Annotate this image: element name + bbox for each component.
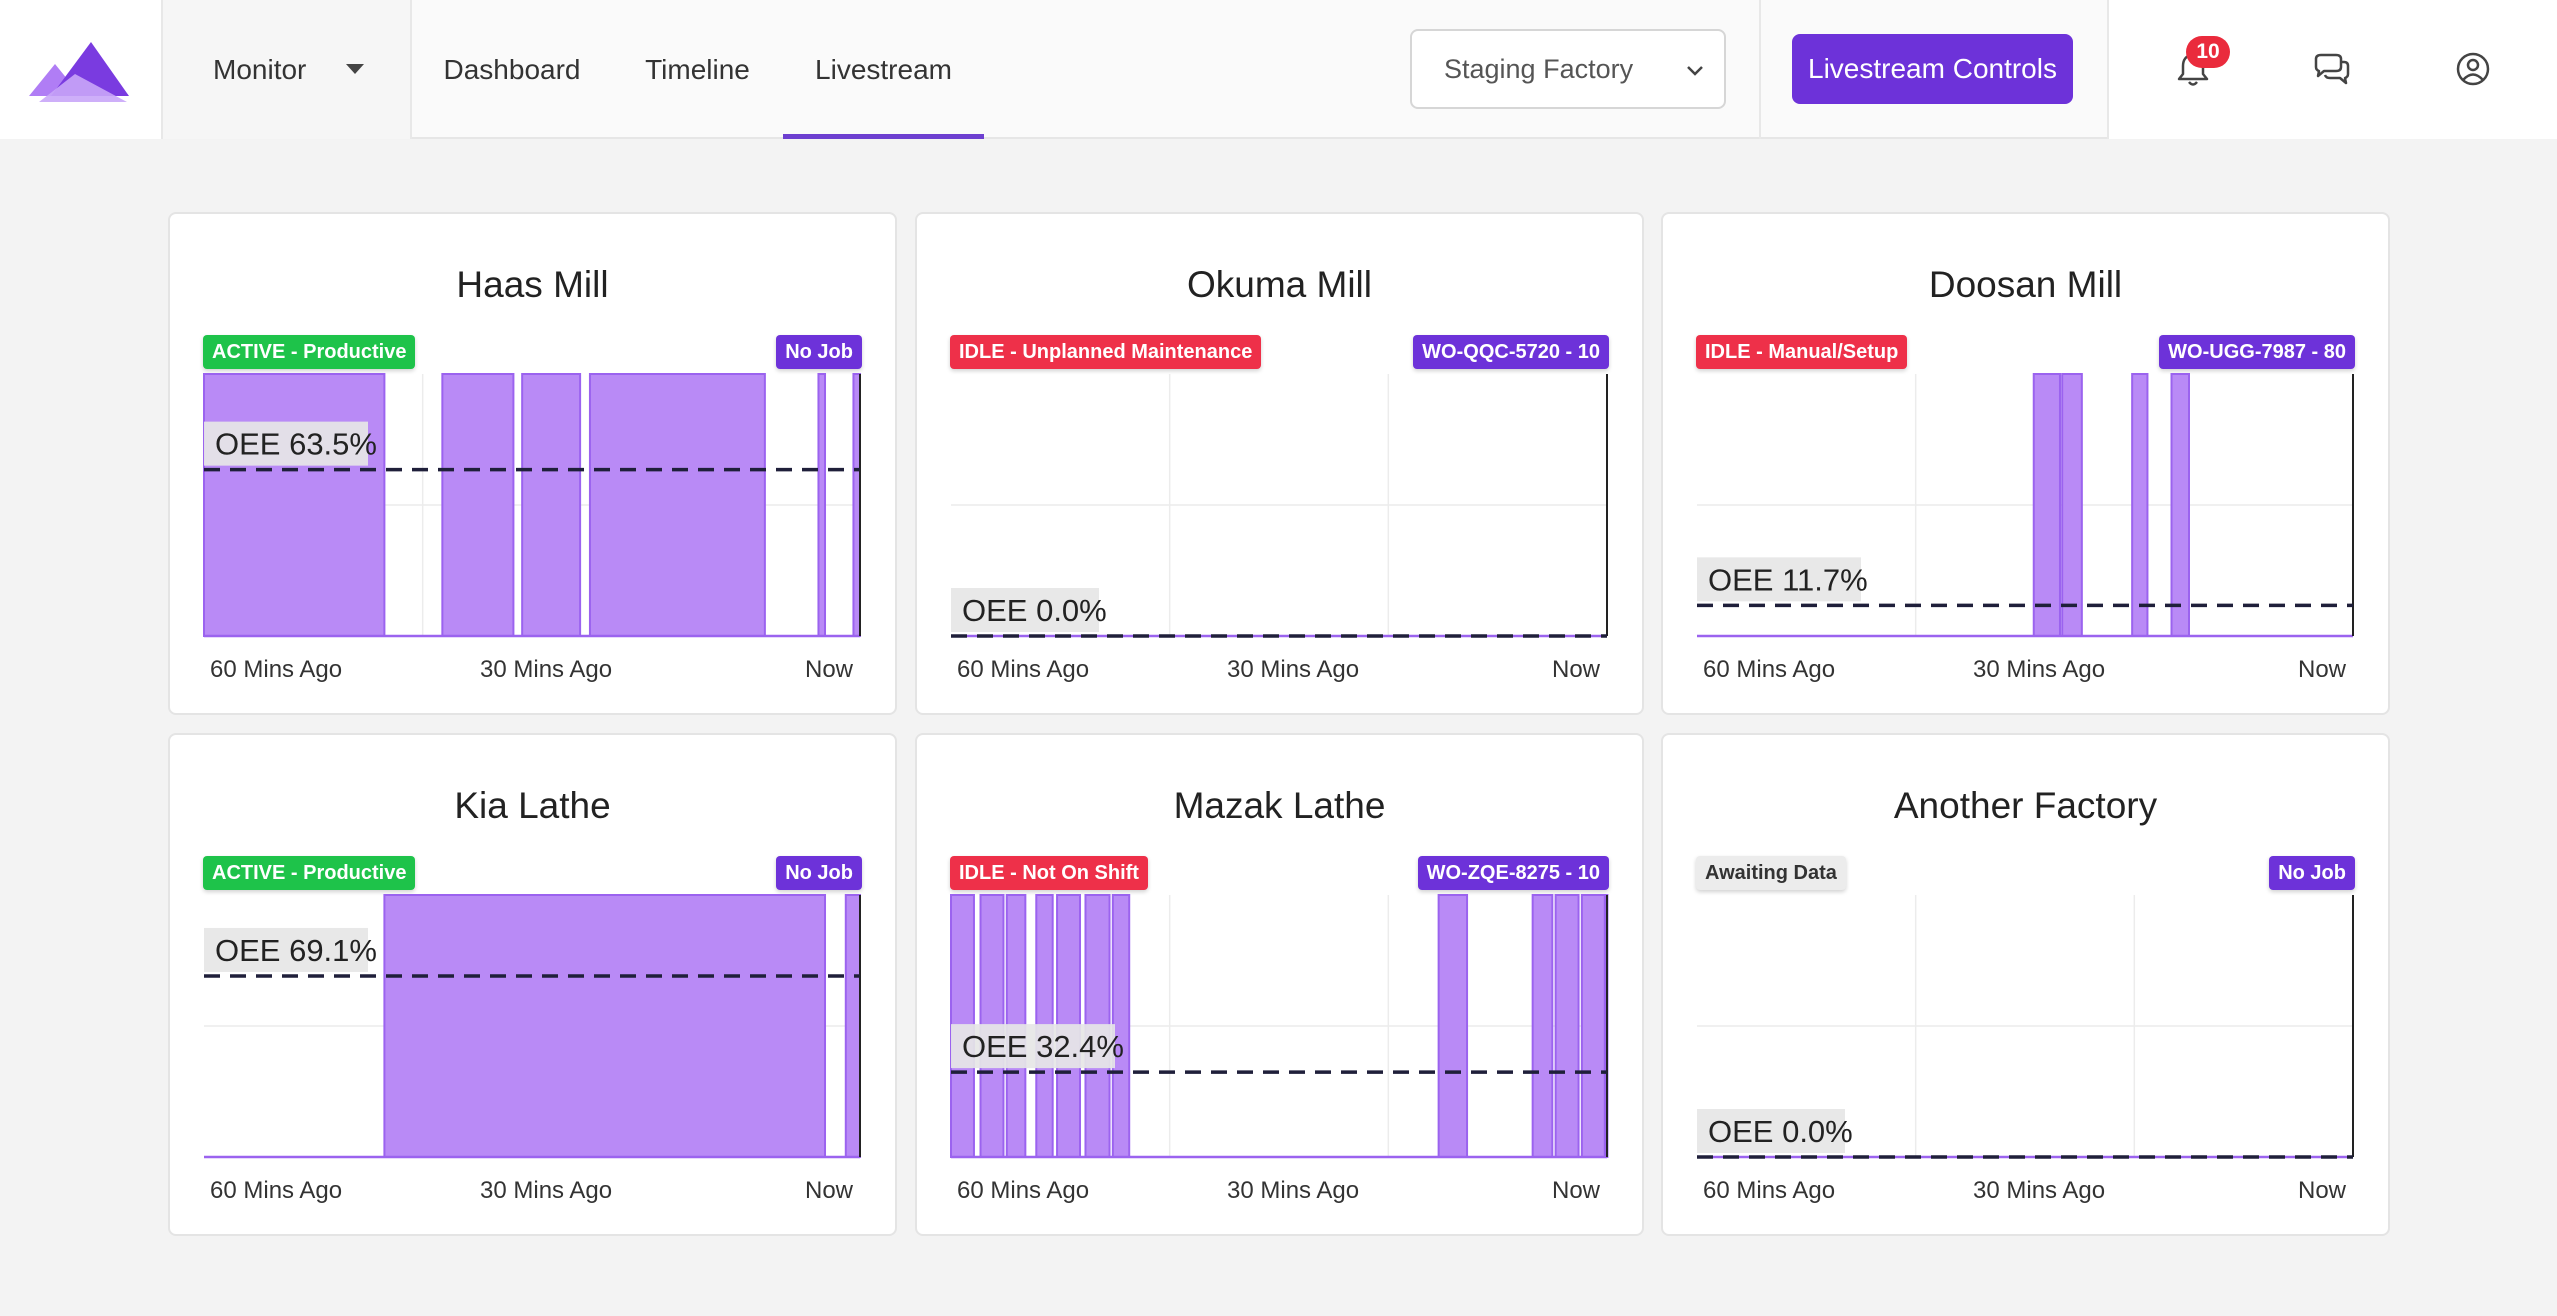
logo[interactable]: [0, 0, 163, 139]
job-badge: WO-UGG-7987 - 80: [2159, 335, 2355, 369]
oee-label: OEE 11.7%: [1697, 557, 1868, 602]
job-badge: No Job: [776, 335, 862, 369]
user-icon[interactable]: [2453, 49, 2493, 89]
oee-value: OEE 63.5%: [215, 427, 377, 462]
caret-down-icon: [346, 64, 364, 74]
active-interval-bar: [1111, 894, 1131, 1158]
active-interval-bar: [588, 373, 766, 637]
machine-name: Okuma Mill: [1186, 264, 1373, 305]
x-axis-label-end: Now: [804, 656, 853, 683]
x-axis-label-start: 60 Mins Ago: [957, 1177, 1090, 1204]
active-interval-bar: [2131, 373, 2149, 637]
x-axis-label-end: Now: [1551, 1177, 1600, 1204]
job-badge: WO-QQC-5720 - 10: [1413, 335, 1609, 369]
x-axis-label-middle: 30 Mins Ago: [480, 1177, 613, 1204]
oee-label: OEE 69.1%: [204, 927, 377, 972]
active-interval-bar: [1554, 894, 1580, 1158]
oee-value: OEE 11.7%: [1708, 562, 1868, 597]
job-badge: WO-ZQE-8275 - 10: [1417, 856, 1609, 890]
machine-name: Doosan Mill: [1928, 264, 2123, 305]
active-interval-bar: [383, 894, 827, 1158]
machine-card[interactable]: Another Factory Awaiting Data No Job 60 Min…: [1661, 733, 2390, 1236]
oee-value: OEE 0.0%: [962, 593, 1107, 628]
livestream-controls-button[interactable]: Livestream Controls: [1792, 34, 2073, 104]
job-badge: No Job: [2269, 856, 2355, 890]
divider: [2107, 0, 2109, 139]
x-axis-label-middle: 30 Mins Ago: [480, 656, 613, 683]
status-badge: Awaiting Data: [1696, 856, 1846, 890]
active-interval-bar: [1580, 894, 1606, 1158]
activity-chart: OEE 0.0%: [1697, 895, 2354, 1159]
activity-chart: OEE 11.7%: [1697, 373, 2354, 638]
logo-mark-icon: [28, 41, 129, 102]
status-badge: IDLE - Manual/Setup: [1696, 335, 1908, 369]
tab-livestream[interactable]: Livestream: [783, 0, 984, 139]
x-axis-label-start: 60 Mins Ago: [1703, 1177, 1836, 1204]
x-axis-label-start: 60 Mins Ago: [210, 1177, 343, 1204]
active-interval-bar: [441, 373, 515, 637]
activity-chart: OEE 63.5%: [203, 373, 862, 638]
machine-card[interactable]: Doosan Mill IDLE - Manual/Setup WO-UGG-798…: [1661, 212, 2390, 715]
active-interval-bar: [2032, 373, 2061, 637]
top-navigation-bar: Monitor Dashboard Timeline Livestream St…: [0, 0, 2557, 139]
status-badge: ACTIVE - Productive: [203, 856, 416, 890]
machine-card[interactable]: Mazak Lathe IDLE - Not On Shift WO-ZQE-827…: [915, 733, 1644, 1236]
oee-value: OEE 0.0%: [1708, 1114, 1853, 1149]
oee-label: OEE 0.0%: [1697, 1109, 1853, 1153]
status-badge: IDLE - Not On Shift: [950, 856, 1148, 890]
x-axis-label-middle: 30 Mins Ago: [1973, 656, 2106, 683]
machine-card[interactable]: Kia Lathe ACTIVE - Productive No Job 60 Min…: [168, 733, 897, 1236]
oee-label: OEE 0.0%: [951, 588, 1107, 632]
machine-card[interactable]: Haas Mill ACTIVE - Productive No Job 60 Min…: [168, 212, 897, 715]
monitor-dropdown[interactable]: Monitor: [163, 0, 412, 139]
x-axis-label-start: 60 Mins Ago: [210, 656, 343, 683]
x-axis-label-end: Now: [2297, 656, 2346, 683]
oee-label: OEE 63.5%: [204, 421, 377, 466]
factory-select[interactable]: Staging Factory: [1410, 29, 1726, 109]
status-badge: IDLE - Unplanned Maintenance: [950, 335, 1262, 369]
x-axis-label-start: 60 Mins Ago: [957, 656, 1090, 683]
x-axis-label-end: Now: [1551, 656, 1600, 683]
factory-select-value: Staging Factory: [1444, 53, 1634, 84]
notification-count-badge: 10: [2186, 36, 2230, 68]
active-interval-bar: [2061, 373, 2083, 637]
status-badge: ACTIVE - Productive: [203, 335, 416, 369]
activity-chart: OEE 32.4%: [950, 894, 1609, 1159]
divider: [1759, 0, 1761, 139]
active-interval-bar: [817, 373, 827, 637]
chevron-down-icon: [1687, 66, 1703, 76]
x-axis-label-middle: 30 Mins Ago: [1227, 1177, 1360, 1204]
x-axis-label-end: Now: [2297, 1177, 2346, 1204]
x-axis-label-end: Now: [804, 1177, 853, 1204]
oee-value: OEE 69.1%: [215, 933, 377, 968]
oee-label: OEE 32.4%: [951, 1024, 1124, 1069]
active-interval-bar: [203, 373, 386, 637]
activity-chart: OEE 69.1%: [204, 894, 862, 1159]
x-axis-label-middle: 30 Mins Ago: [1973, 1177, 2106, 1204]
active-interval-bar: [2170, 373, 2190, 637]
monitor-label: Monitor: [213, 53, 307, 85]
chat-icon[interactable]: [2312, 49, 2352, 89]
machine-card[interactable]: Okuma Mill IDLE - Unplanned Maintenance WO…: [915, 212, 1644, 715]
x-axis-label-start: 60 Mins Ago: [1703, 656, 1836, 683]
x-axis-label-middle: 30 Mins Ago: [1227, 656, 1360, 683]
machine-name: Haas Mill: [456, 264, 609, 305]
oee-value: OEE 32.4%: [962, 1029, 1124, 1064]
tab-dashboard[interactable]: Dashboard: [443, 53, 581, 85]
machine-name: Another Factory: [1893, 785, 2158, 826]
active-interval-bar: [521, 373, 582, 637]
activity-chart: OEE 0.0%: [951, 374, 1608, 638]
active-interval-bar: [1437, 894, 1469, 1158]
active-interval-bar: [1531, 894, 1554, 1158]
machine-name: Kia Lathe: [454, 785, 611, 826]
machine-name: Mazak Lathe: [1173, 785, 1386, 826]
tab-timeline[interactable]: Timeline: [645, 53, 750, 85]
active-interval-bar: [844, 894, 862, 1158]
job-badge: No Job: [776, 856, 862, 890]
